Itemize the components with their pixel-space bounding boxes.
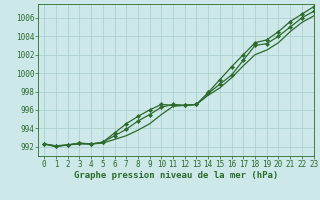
X-axis label: Graphe pression niveau de la mer (hPa): Graphe pression niveau de la mer (hPa) xyxy=(74,171,278,180)
